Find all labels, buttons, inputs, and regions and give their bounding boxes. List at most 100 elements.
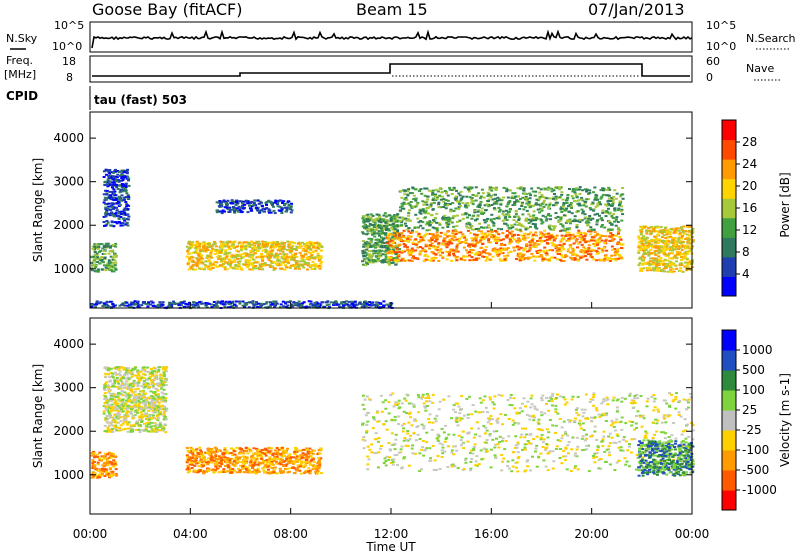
power-cell — [544, 251, 548, 254]
power-cell — [383, 250, 387, 253]
power-cell — [566, 205, 570, 208]
power-cell — [369, 229, 373, 232]
power-cell — [538, 196, 542, 199]
power-cell — [679, 242, 683, 245]
power-cell — [230, 261, 234, 264]
power-cell — [446, 251, 450, 253]
power-cell — [408, 251, 412, 254]
power-cell — [369, 250, 373, 253]
power-cell — [564, 235, 568, 237]
power-cell — [416, 235, 420, 238]
power-cell — [446, 199, 450, 202]
power-cell — [504, 247, 508, 250]
power-cell — [309, 300, 313, 303]
power-cell — [550, 187, 554, 190]
power-cell — [655, 230, 659, 233]
power-cell — [446, 241, 450, 244]
power-cell — [455, 238, 459, 241]
power-cell — [617, 257, 621, 260]
power-cell — [273, 245, 277, 248]
power-cell — [102, 250, 106, 253]
power-cell — [205, 254, 209, 257]
power-cell — [503, 217, 507, 220]
power-cell — [425, 222, 429, 225]
power-cell — [437, 201, 441, 204]
power-cell — [260, 257, 264, 260]
power-cell — [527, 222, 531, 225]
power-cell — [233, 240, 237, 243]
power-cell — [600, 219, 604, 222]
power-cell — [561, 205, 565, 208]
power-cell — [614, 219, 618, 222]
power-cell — [449, 210, 453, 213]
power-cell — [414, 238, 418, 241]
power-cell — [612, 195, 616, 198]
power-cell — [252, 204, 256, 206]
velocity-cell — [317, 456, 321, 459]
power-cell — [243, 302, 247, 305]
power-cell — [498, 258, 502, 261]
power-cell — [566, 228, 570, 231]
power-cell — [392, 257, 396, 260]
power-cell — [644, 262, 648, 265]
power-cell — [594, 240, 598, 243]
power-cell — [549, 236, 553, 239]
power-cell — [273, 303, 277, 306]
power-cell — [510, 230, 514, 233]
power-cell — [361, 231, 365, 234]
power-cell — [640, 226, 644, 229]
power-cell — [406, 259, 410, 262]
power-cell — [464, 239, 468, 242]
power-cell — [110, 305, 113, 308]
velocity-cell — [109, 475, 112, 478]
power-cell — [206, 265, 210, 268]
power-cell — [244, 241, 248, 244]
power-cell — [583, 213, 587, 216]
power-colorbar-cell — [722, 120, 736, 141]
power-cell — [405, 237, 409, 240]
velocity-cell — [114, 455, 117, 458]
power-cell — [531, 223, 535, 225]
power-cell — [241, 304, 245, 307]
power-cell — [375, 226, 379, 229]
velocity-cell — [114, 468, 118, 471]
power-cell — [448, 203, 452, 206]
power-cell — [379, 227, 383, 230]
power-cell — [588, 215, 592, 217]
power-cell — [363, 306, 367, 309]
power-cell — [468, 259, 472, 262]
power-cell — [543, 246, 547, 249]
power-cell — [530, 252, 534, 255]
power-cell — [364, 264, 368, 267]
power-cell — [677, 238, 681, 241]
power-cell — [367, 250, 371, 253]
power-cell — [654, 226, 658, 229]
power-cell — [371, 229, 375, 232]
power-cell — [677, 229, 681, 232]
power-cell — [601, 249, 605, 252]
power-cell — [598, 236, 602, 239]
power-cell — [468, 214, 471, 217]
velocity-cell — [113, 462, 117, 465]
power-cell — [647, 254, 651, 257]
power-cell — [565, 239, 569, 242]
power-cell — [566, 196, 570, 199]
power-cell — [392, 219, 396, 222]
power-cell — [608, 221, 612, 224]
power-cell — [102, 193, 106, 196]
velocity-cell — [93, 472, 97, 475]
power-cell — [312, 243, 316, 246]
power-cell — [534, 202, 538, 205]
power-cell — [430, 258, 434, 261]
power-cell — [295, 262, 299, 265]
power-cell — [664, 240, 668, 242]
power-cell — [431, 199, 435, 201]
power-cell — [673, 254, 677, 257]
velocity-cell — [297, 458, 301, 461]
power-cell — [100, 256, 104, 258]
power-cell — [533, 225, 537, 228]
power-cell — [288, 251, 292, 254]
power-cell — [403, 189, 407, 192]
power-cell — [471, 249, 475, 252]
power-cell — [653, 240, 657, 243]
